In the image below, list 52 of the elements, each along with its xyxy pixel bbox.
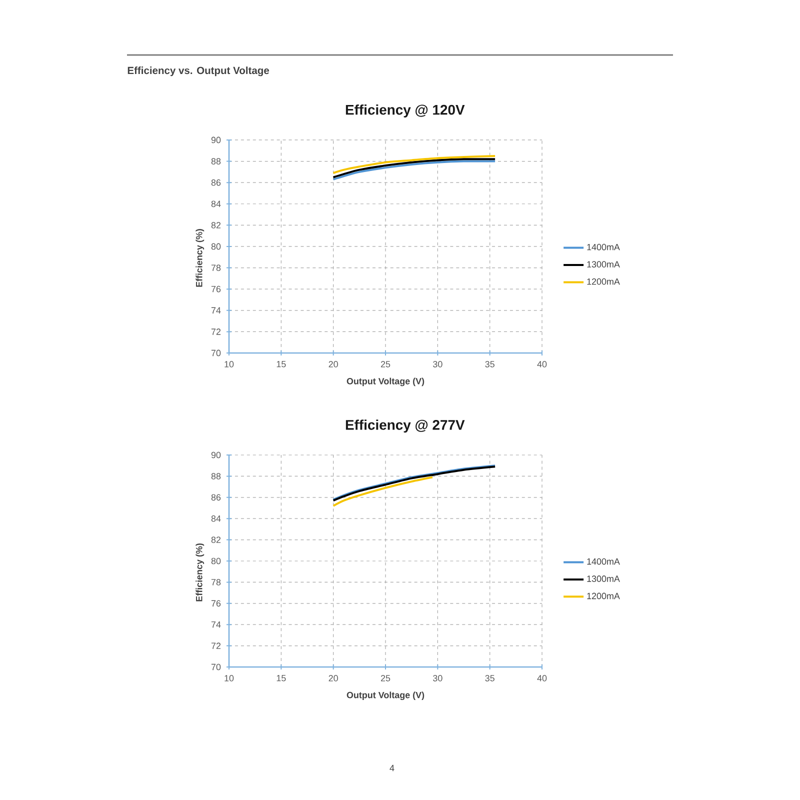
y-tick-label: 78 bbox=[211, 579, 221, 586]
x-tick-label: 15 bbox=[276, 675, 286, 682]
chart-title: Efficiency @ 120V bbox=[346, 104, 465, 118]
y-tick-label: 86 bbox=[211, 494, 221, 501]
y-tick-label: 72 bbox=[211, 642, 221, 649]
x-tick-label: 15 bbox=[276, 361, 286, 368]
y-tick-label: 70 bbox=[211, 350, 221, 356]
y-tick-label: 82 bbox=[211, 222, 221, 228]
x-tick-label: 25 bbox=[380, 675, 390, 682]
line-series bbox=[332, 476, 434, 507]
text: 4 bbox=[390, 764, 394, 772]
x-tick-label: 10 bbox=[224, 361, 234, 368]
y-tick-label: 78 bbox=[211, 264, 221, 271]
legend-label: 1300mA bbox=[587, 261, 620, 268]
y-tick-label: 80 bbox=[211, 558, 221, 564]
y-tick-label: 84 bbox=[211, 200, 221, 208]
x-tick-label: 35 bbox=[485, 675, 494, 682]
y-axis-title: Efficiency (%) bbox=[196, 229, 204, 287]
x-axis-title: Output Voltage (V) bbox=[346, 378, 424, 386]
text: Efficiency vs. Output Voltage bbox=[128, 66, 270, 76]
y-tick-label: 84 bbox=[211, 515, 221, 522]
x-tick-label: 20 bbox=[328, 361, 338, 368]
y-axis-title: Efficiency (%) bbox=[196, 543, 204, 602]
line-series bbox=[332, 154, 496, 174]
legend-label: 1400mA bbox=[587, 244, 620, 250]
y-tick-label: 70 bbox=[211, 664, 221, 670]
x-tick-label: 40 bbox=[537, 361, 547, 368]
legend-label: 1200mA bbox=[587, 592, 620, 600]
x-tick-label: 20 bbox=[328, 675, 338, 682]
x-tick-label: 25 bbox=[380, 361, 390, 368]
y-tick-label: 90 bbox=[211, 452, 221, 458]
x-tick-label: 35 bbox=[485, 361, 494, 368]
y-tick-label: 74 bbox=[211, 307, 221, 314]
y-tick-label: 86 bbox=[211, 179, 221, 186]
x-tick-label: 30 bbox=[433, 675, 442, 682]
y-tick-label: 72 bbox=[211, 328, 221, 335]
legend-label: 1200mA bbox=[587, 278, 620, 285]
y-tick-label: 82 bbox=[211, 536, 221, 543]
y-tick-label: 74 bbox=[211, 622, 221, 628]
y-tick-label: 76 bbox=[211, 286, 221, 292]
y-tick-label: 76 bbox=[211, 600, 221, 607]
x-tick-label: 40 bbox=[537, 675, 547, 682]
y-tick-label: 88 bbox=[211, 158, 221, 164]
x-tick-label: 10 bbox=[224, 675, 234, 682]
y-tick-label: 90 bbox=[211, 136, 221, 144]
legend-label: 1400mA bbox=[587, 558, 620, 565]
y-tick-label: 80 bbox=[211, 243, 221, 250]
chart-title: Efficiency @ 277V bbox=[346, 420, 465, 433]
legend-label: 1300mA bbox=[587, 576, 620, 582]
y-tick-label: 88 bbox=[211, 473, 221, 480]
x-axis-title: Output Voltage (V) bbox=[346, 692, 424, 700]
x-tick-label: 30 bbox=[433, 361, 442, 368]
